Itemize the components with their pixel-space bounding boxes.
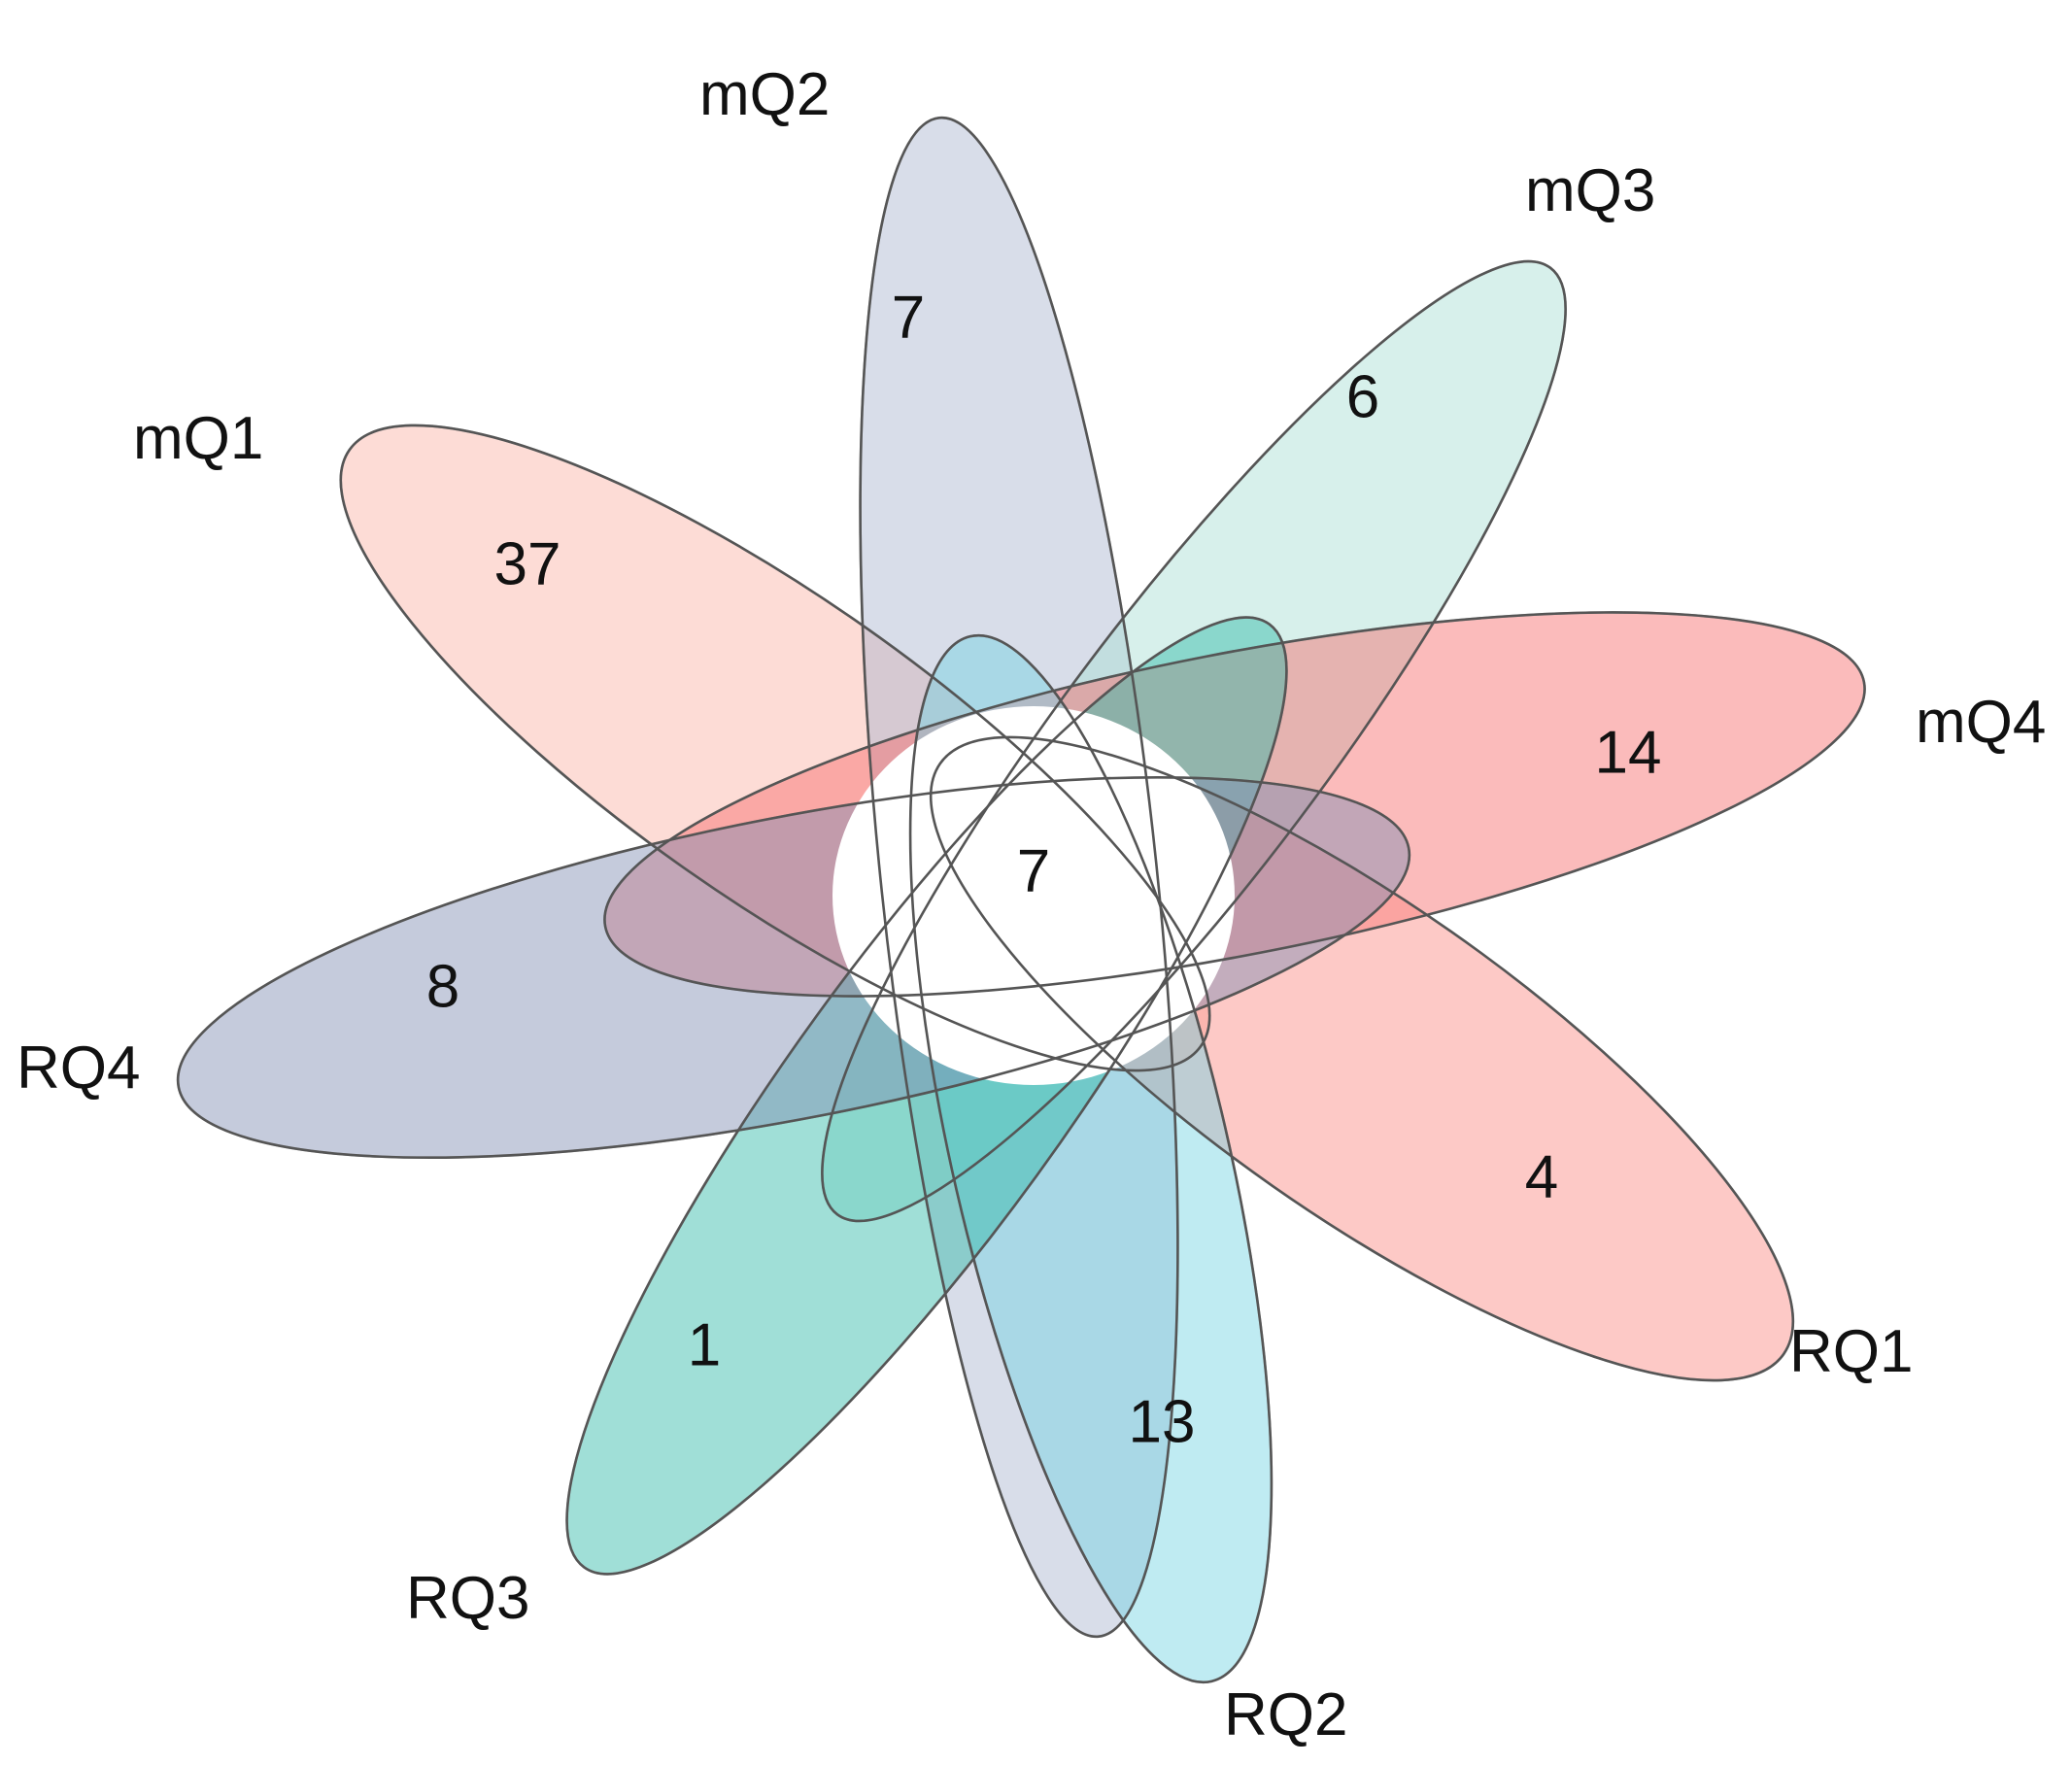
set-label-mQ1: mQ1 xyxy=(133,405,263,472)
set-labels: mQ1 mQ2 mQ3 mQ4 RQ1 RQ2 RQ3 RQ4 xyxy=(17,61,2046,1748)
set-label-mQ4: mQ4 xyxy=(1916,689,2046,756)
set-label-RQ1: RQ1 xyxy=(1789,1318,1913,1385)
count-RQ4: 8 xyxy=(426,953,459,1020)
outline-RQ1 xyxy=(929,735,1795,1382)
count-labels: 37 7 6 14 4 13 1 8 7 xyxy=(426,284,1662,1455)
count-mQ2: 7 xyxy=(892,284,925,351)
set-label-RQ4: RQ4 xyxy=(17,1035,140,1102)
core-region xyxy=(832,706,1235,1085)
count-mQ4: 14 xyxy=(1595,719,1662,786)
set-label-RQ2: RQ2 xyxy=(1224,1681,1347,1748)
petal-outlines xyxy=(176,116,1866,1684)
outline-RQ3 xyxy=(565,616,1288,1576)
outline-mQ3 xyxy=(821,259,1567,1223)
outline-mQ2 xyxy=(859,116,1179,1639)
set-label-mQ3: mQ3 xyxy=(1525,157,1655,224)
count-mQ3: 6 xyxy=(1346,363,1379,430)
count-RQ3: 1 xyxy=(688,1311,721,1378)
count-core: 7 xyxy=(1017,837,1050,904)
count-RQ2: 13 xyxy=(1129,1388,1196,1455)
outline-mQ4 xyxy=(603,611,1866,998)
count-mQ1: 37 xyxy=(494,530,561,597)
set-label-mQ2: mQ2 xyxy=(699,61,830,128)
set-label-RQ3: RQ3 xyxy=(406,1565,529,1632)
outline-RQ2 xyxy=(908,633,1274,1684)
outline-RQ4 xyxy=(176,776,1411,1159)
count-RQ1: 4 xyxy=(1525,1143,1558,1210)
